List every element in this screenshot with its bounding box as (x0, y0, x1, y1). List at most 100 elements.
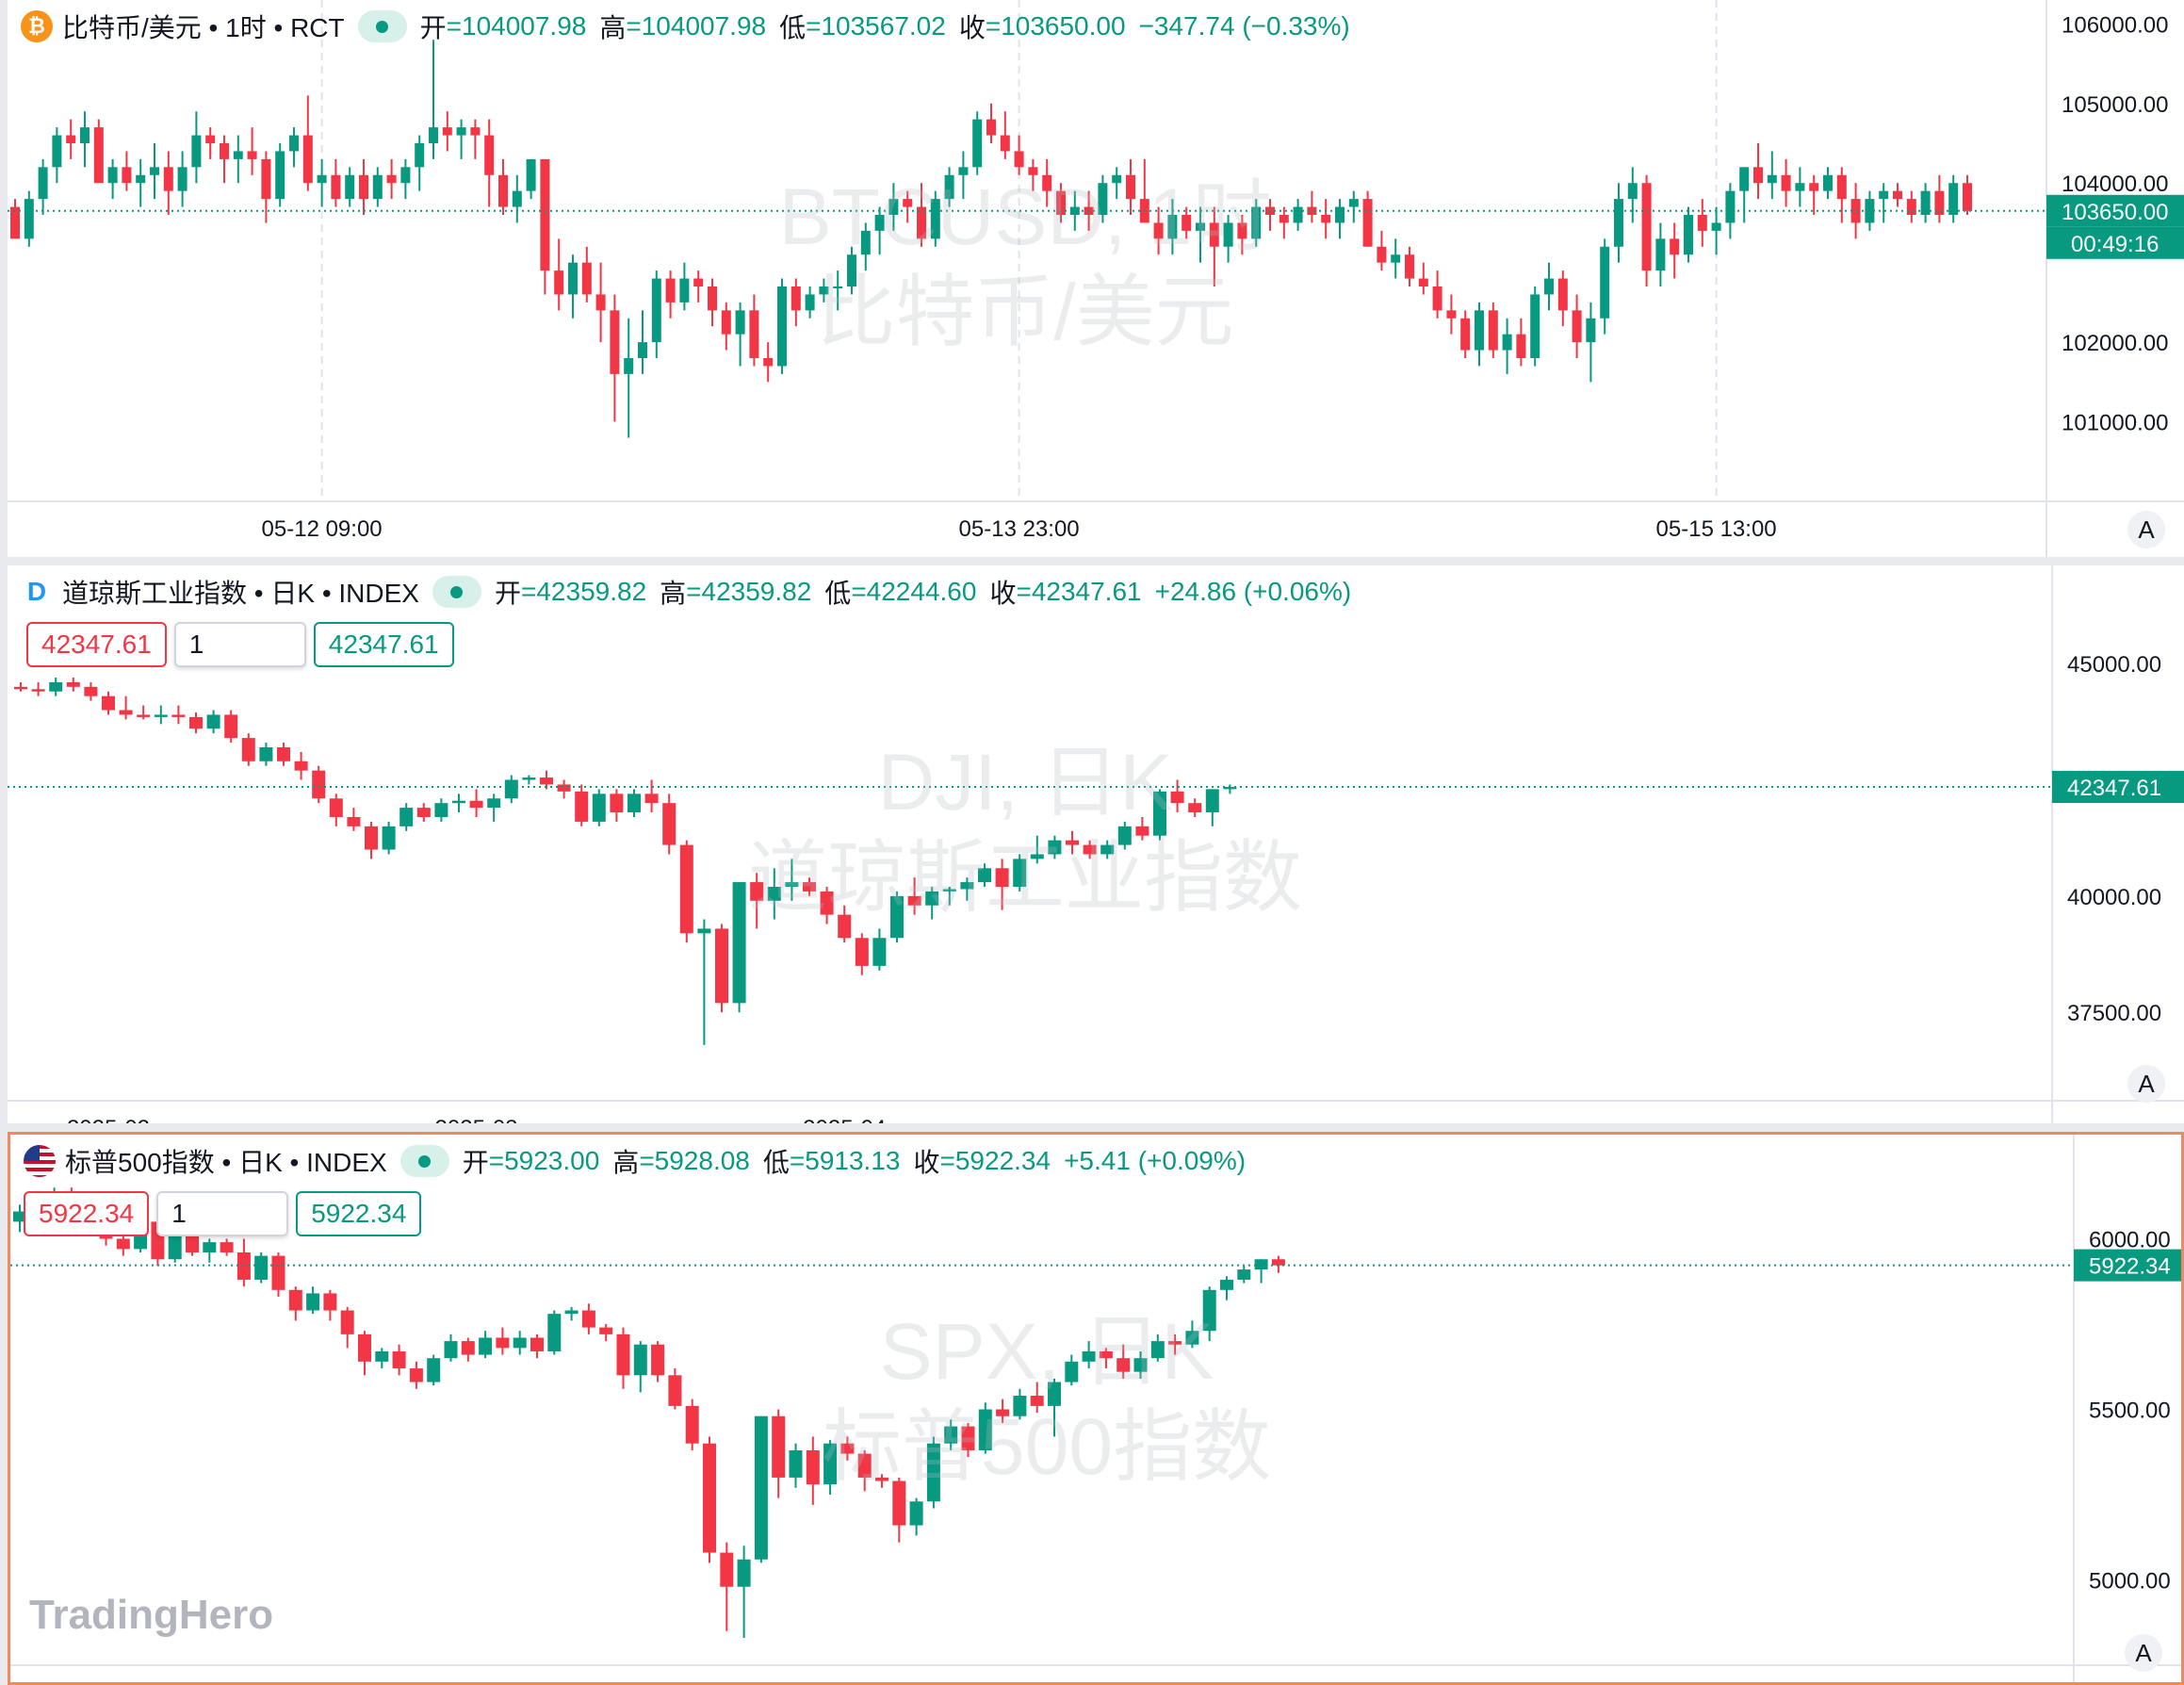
candle-body (416, 808, 431, 817)
candle-body (944, 1426, 958, 1444)
candle (254, 1251, 269, 1284)
candle-body (345, 174, 355, 200)
candle (1488, 302, 1498, 358)
spx-chart-panel[interactable]: 2025-03 2025-04 2025-05 6000.00 5500.00 5000.… (8, 1132, 2184, 1685)
btc-chart-panel[interactable]: 05-12 09:00 05-13 23:00 05-15 13:00 106000.… (8, 0, 2184, 557)
candle (1920, 183, 1931, 223)
sell-button[interactable]: 5922.34 (24, 1191, 150, 1236)
candle-body (434, 803, 448, 817)
candle-body (220, 143, 229, 159)
auto-scale-button[interactable]: A (2125, 1634, 2162, 1672)
candle-body (860, 230, 871, 255)
buy-button[interactable]: 42347.61 (313, 622, 454, 667)
spx-chart-canvas[interactable]: 2025-03 2025-04 2025-05 6000.00 5500.00 5000.… (10, 1135, 2181, 1682)
market-status-badge[interactable] (399, 1145, 449, 1177)
candle-body (171, 714, 186, 717)
candle-body (833, 286, 843, 288)
candle (972, 111, 983, 175)
candle (154, 705, 168, 725)
candle (1516, 318, 1526, 367)
candle (930, 190, 940, 247)
quantity-input[interactable]: 1 (156, 1191, 289, 1236)
candle (444, 1333, 458, 1362)
candle (679, 262, 690, 311)
candle-body (1697, 215, 1707, 231)
candle (925, 887, 939, 920)
candle (469, 789, 483, 817)
candle (1150, 1333, 1165, 1362)
candle (978, 1402, 992, 1454)
candle-body (66, 135, 76, 143)
change-value: +5.41 (+0.09%) (1064, 1146, 1247, 1175)
candle-body (400, 167, 411, 184)
candle-body (119, 710, 133, 715)
candle-body (444, 1341, 458, 1359)
candle-body (767, 887, 781, 901)
candle-body (1739, 167, 1750, 191)
candle-body (925, 891, 939, 906)
candle-body (136, 174, 146, 184)
candle-body (1251, 206, 1262, 239)
candle (479, 1331, 493, 1359)
candle-body (288, 1289, 302, 1311)
candle-body (627, 793, 641, 813)
auto-scale-button[interactable]: A (2127, 1065, 2165, 1103)
candle (224, 710, 238, 744)
candle (24, 190, 34, 247)
candle (1460, 310, 1471, 358)
buy-button[interactable]: 5922.34 (296, 1191, 422, 1236)
market-status-badge[interactable] (432, 576, 481, 608)
sell-button[interactable]: 42347.61 (26, 622, 167, 667)
candle (944, 167, 954, 207)
symbol-title[interactable]: 道琼斯工业指数 • 日K • INDEX (62, 579, 419, 608)
candle-body (554, 270, 564, 295)
candle (247, 127, 257, 175)
candle (220, 1238, 234, 1256)
candle-body (857, 1453, 872, 1478)
y-tick-label: 5000.00 (2089, 1569, 2171, 1595)
candle (1418, 262, 1428, 295)
candle (1042, 158, 1052, 207)
candle-body (102, 695, 115, 711)
candle (1069, 190, 1080, 231)
y-tick-label: 104000.00 (2062, 172, 2168, 197)
candle (1202, 1286, 1216, 1342)
candle-body (1920, 190, 1931, 215)
candle (1126, 158, 1135, 215)
candle-body (1418, 278, 1428, 286)
candle (66, 119, 76, 159)
candle-body (720, 1552, 734, 1587)
candle-body (581, 262, 592, 295)
candle (1168, 1333, 1182, 1355)
candle (1391, 238, 1401, 279)
candle (540, 158, 550, 295)
candle-body (1725, 190, 1736, 223)
candle-body (1083, 844, 1097, 855)
candle (1139, 158, 1149, 223)
candle (763, 342, 774, 383)
candle (392, 1344, 406, 1376)
candle (890, 891, 904, 943)
candle-body (1205, 789, 1219, 813)
symbol-title[interactable]: 比特币/美元 • 1时 • RCT (62, 13, 345, 42)
btc-chart-canvas[interactable]: 05-12 09:00 05-13 23:00 05-15 13:00 106000.… (8, 0, 2184, 557)
candle-body (737, 1559, 751, 1587)
candle (872, 928, 887, 971)
dji-chart-canvas[interactable]: 2025-02 2025-03 2025-04 45000.00 40000.00 375… (8, 565, 2184, 1123)
candle (1251, 199, 1262, 247)
candle (241, 733, 255, 766)
market-status-badge[interactable] (357, 10, 407, 42)
candle-body (247, 151, 257, 159)
candle-body (1893, 190, 1902, 200)
candle-body (1098, 183, 1108, 215)
candle (592, 789, 606, 826)
dji-chart-panel[interactable]: 2025-02 2025-03 2025-04 45000.00 40000.00 375… (8, 565, 2184, 1123)
auto-scale-button[interactable]: A (2127, 511, 2165, 548)
open-label: 开 (462, 1148, 489, 1177)
candle-body (595, 294, 606, 311)
quantity-input[interactable]: 1 (173, 622, 306, 667)
candle (107, 158, 118, 200)
candle-body (177, 167, 187, 191)
symbol-title[interactable]: 标普500指数 • 日K • INDEX (65, 1148, 387, 1177)
candle (347, 808, 361, 831)
